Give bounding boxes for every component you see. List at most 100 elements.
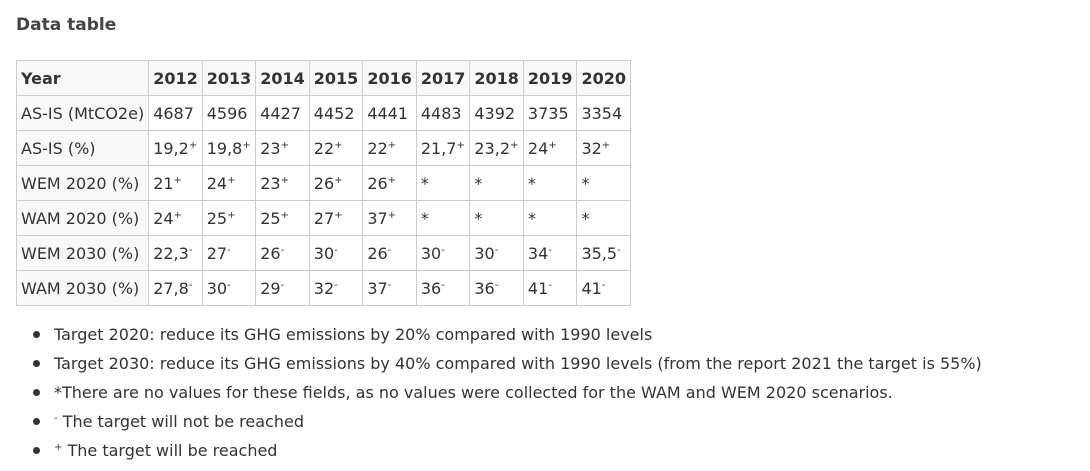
section-heading: Data table	[16, 15, 117, 35]
cell-value: 24	[206, 173, 228, 193]
year-column-header: 2017	[415, 60, 471, 96]
table-cell: 37-	[362, 270, 417, 306]
target-marker: -	[548, 279, 552, 291]
table-cell: 26+	[308, 165, 364, 201]
table-row: WEM 2020 (%) 21+ 24+ 23+ 26+ 26+ * * * *	[15, 165, 631, 201]
table-cell: 26-	[255, 235, 310, 271]
note-text: The target will be reached	[62, 441, 278, 460]
target-marker: -	[280, 279, 285, 291]
table-cell: 24+	[201, 165, 257, 201]
cell-value: 37	[367, 278, 388, 298]
cell-value: *	[527, 208, 536, 228]
table-cell: 21,7+	[415, 130, 471, 166]
target-marker: +	[173, 174, 182, 186]
table-cell: 25+	[201, 200, 257, 236]
cell-value: *	[474, 208, 483, 228]
notes-list: Target 2020: reduce its GHG emissions by…	[16, 320, 982, 465]
year-column-header: 2018	[469, 60, 524, 96]
year-column-header: 2013	[201, 60, 257, 96]
cell-value: 41	[581, 278, 602, 298]
cell-value: 19,8	[206, 138, 243, 158]
note-marker: -	[54, 413, 58, 424]
table-cell: 4427	[255, 95, 310, 131]
cell-value: 25	[206, 208, 228, 228]
target-marker: +	[334, 209, 343, 221]
table-cell: 30-	[308, 235, 364, 271]
cell-value: 24	[527, 138, 549, 158]
target-marker: -	[334, 244, 338, 256]
year-header: Year	[15, 60, 150, 96]
cell-value: 22	[367, 138, 388, 158]
cell-value: 23	[260, 173, 281, 193]
table-cell: 4452	[308, 95, 364, 131]
table-cell: 4392	[469, 95, 524, 131]
cell-value: 26	[367, 173, 388, 193]
table-row: WAM 2030 (%) 27,8- 30- 29- 32- 37- 36- 36- 41- 41…	[15, 270, 631, 306]
cell-value: 35,5	[581, 243, 618, 263]
cell-value: 4452	[313, 103, 355, 123]
target-marker: +	[510, 139, 519, 151]
cell-value: 4483	[420, 103, 462, 123]
table-cell: 4483	[415, 95, 471, 131]
note-text: The target will not be reached	[57, 412, 304, 431]
table-cell: *	[415, 200, 471, 236]
table-cell: 22+	[308, 130, 364, 166]
row-label: WAM 2020 (%)	[15, 200, 150, 236]
cell-value: 36	[420, 278, 442, 298]
target-marker: +	[334, 139, 343, 151]
table-cell: 22+	[362, 130, 417, 166]
target-marker: +	[242, 139, 251, 151]
target-marker: -	[188, 244, 193, 256]
cell-value: 21	[153, 173, 174, 193]
table-row: AS-IS (MtCO2e) 4687 4596 4427 4452 4441 4483 43…	[15, 95, 631, 131]
table-cell: 22,3-	[148, 235, 203, 271]
table-cell: *	[469, 165, 524, 201]
target-marker: -	[494, 244, 499, 256]
target-marker: +	[387, 139, 397, 151]
target-marker: +	[280, 209, 289, 221]
table-cell: 35,5-	[576, 235, 631, 271]
data-table: Year 2012 2013 2014 2015 2016 2017 2018 …	[15, 60, 631, 306]
target-marker: -	[494, 279, 499, 291]
table-cell: 41-	[522, 270, 578, 306]
cell-value: 4392	[474, 103, 516, 123]
year-column-header: 2016	[362, 60, 417, 96]
target-marker: -	[441, 244, 445, 256]
table-cell: *	[415, 165, 471, 201]
table-cell: 4441	[362, 95, 417, 131]
table-cell: *	[522, 165, 578, 201]
cell-value: 30	[420, 243, 442, 263]
cell-value: 22,3	[153, 243, 189, 263]
table-cell: 36-	[469, 270, 524, 306]
table-row: AS-IS (%) 19,2+ 19,8+ 23+ 22+ 22+ 21,7+ 23,2+ 24…	[15, 130, 631, 166]
target-marker: -	[601, 279, 606, 291]
cell-value: 23,2	[474, 138, 510, 158]
target-marker: +	[334, 174, 343, 186]
table-cell: 27+	[308, 200, 364, 236]
table-cell: 23+	[255, 165, 310, 201]
cell-value: 23	[260, 138, 281, 158]
cell-value: *	[581, 208, 590, 228]
cell-value: 27,8	[153, 278, 189, 298]
cell-value: *	[420, 208, 429, 228]
cell-value: *	[581, 173, 590, 193]
table-cell: 32+	[576, 130, 631, 166]
table-cell: 32-	[308, 270, 364, 306]
target-marker: +	[387, 174, 397, 186]
cell-value: 37	[367, 208, 388, 228]
target-marker: -	[387, 244, 392, 256]
cell-value: 4687	[153, 103, 194, 123]
table-cell: *	[522, 200, 578, 236]
year-column-header: 2019	[522, 60, 578, 96]
table-cell: *	[576, 165, 631, 201]
target-marker: +	[387, 209, 397, 221]
table-cell: 36-	[415, 270, 471, 306]
table-cell: 19,8+	[201, 130, 257, 166]
target-marker: +	[280, 174, 289, 186]
year-column-header: 2020	[576, 60, 631, 96]
target-marker: +	[173, 209, 182, 221]
table-row: WAM 2020 (%) 24+ 25+ 25+ 27+ 37+ * * * *	[15, 200, 631, 236]
cell-value: 21,7	[420, 138, 457, 158]
year-column-header: 2012	[148, 60, 203, 96]
cell-value: 41	[527, 278, 549, 298]
